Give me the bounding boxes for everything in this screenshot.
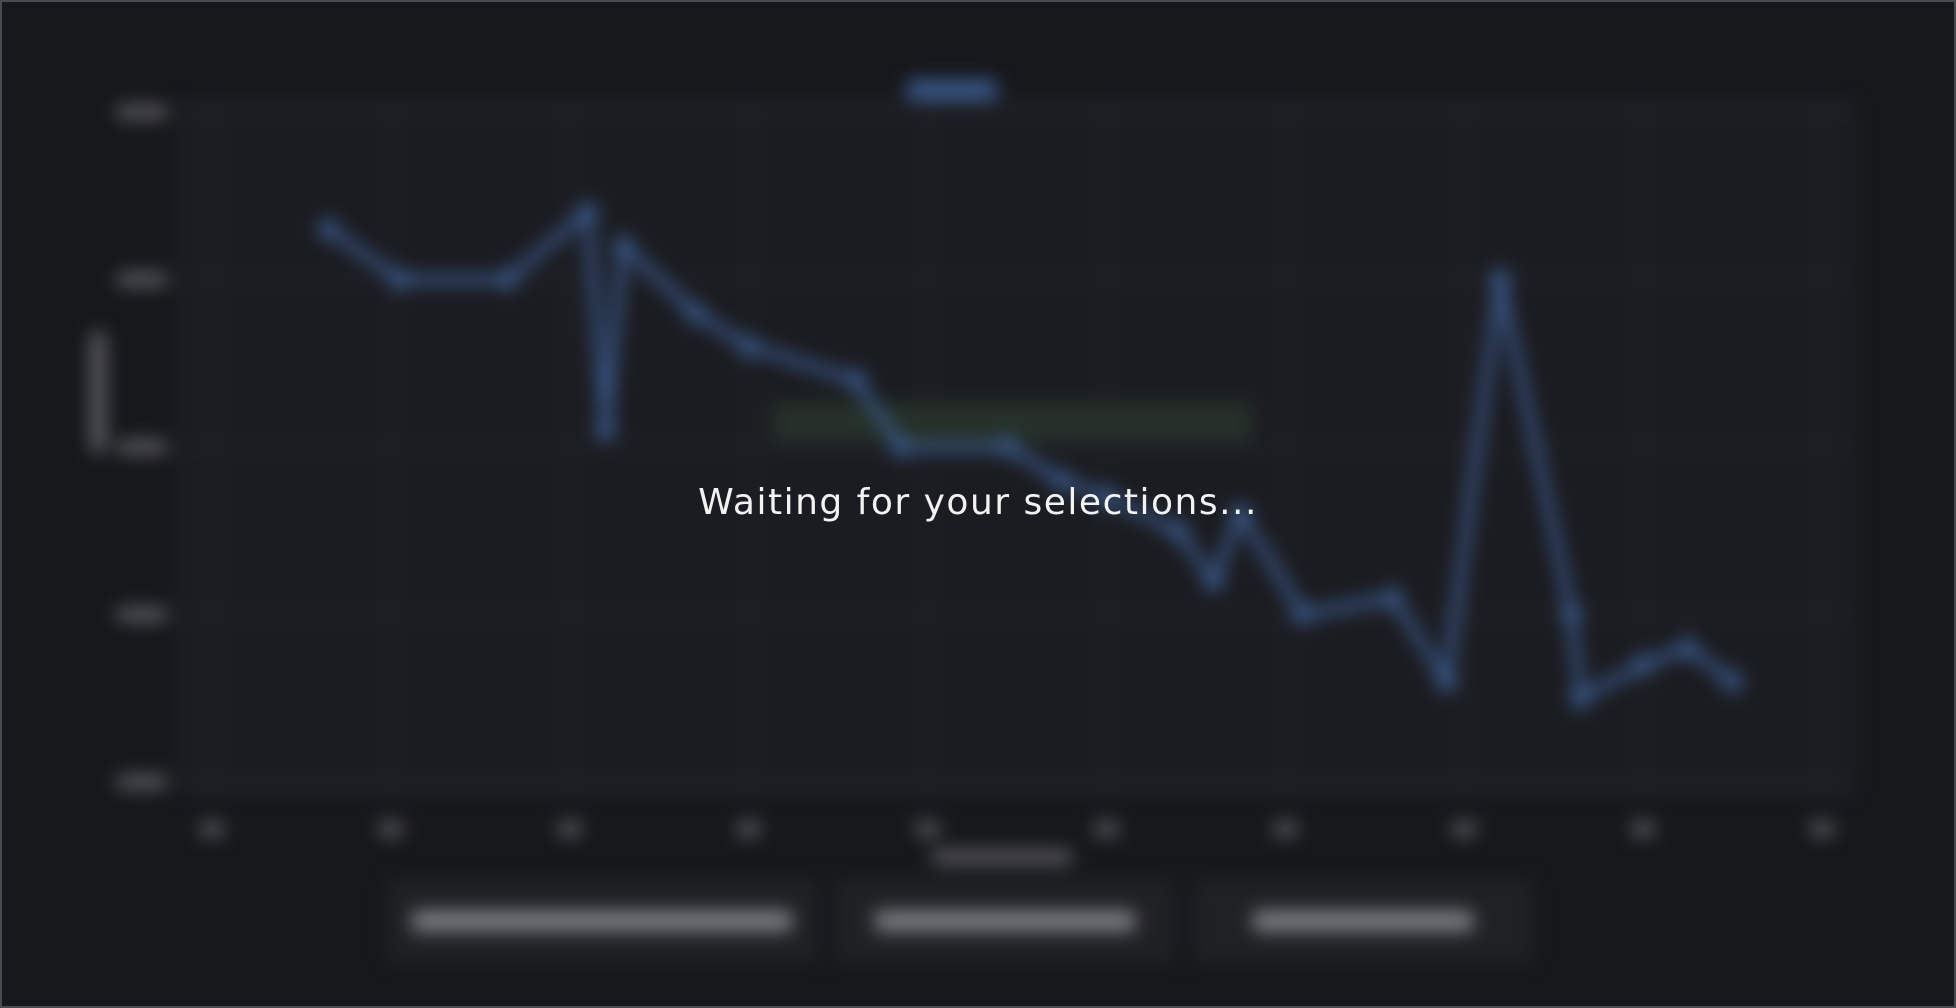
data-point <box>1490 269 1510 290</box>
data-point <box>998 437 1019 457</box>
x-tick-label <box>378 822 403 836</box>
y-tick-label <box>117 775 167 789</box>
data-point <box>595 420 616 441</box>
x-tick-label <box>915 822 940 836</box>
data-point <box>1561 604 1582 625</box>
y-tick-label <box>117 105 167 119</box>
y-axis-label <box>90 332 106 452</box>
data-point <box>1633 654 1654 675</box>
data-point <box>577 202 598 223</box>
data-point <box>1436 671 1457 692</box>
data-point <box>890 437 911 457</box>
data-point <box>1722 671 1743 692</box>
data-point <box>1570 688 1591 709</box>
data-point <box>846 370 866 390</box>
blurred-button-3 <box>1193 878 1533 964</box>
y-tick-label <box>117 607 167 622</box>
x-tick-label <box>200 822 224 836</box>
data-point <box>1230 504 1251 524</box>
x-tick-label <box>736 822 761 836</box>
data-point <box>685 303 705 323</box>
data-point <box>318 219 339 240</box>
data-point <box>1293 604 1314 625</box>
x-axis-label <box>932 850 1072 864</box>
blurred-button-1 <box>387 878 817 964</box>
x-tick-label <box>1452 822 1477 836</box>
x-tick-label <box>1810 822 1834 836</box>
data-point <box>1382 587 1403 608</box>
chart-title <box>907 80 997 100</box>
x-tick-label <box>557 822 582 836</box>
data-point <box>613 236 634 256</box>
y-tick-label <box>117 440 167 454</box>
data-point <box>1168 520 1188 541</box>
data-point <box>1051 470 1072 491</box>
data-point <box>389 269 410 290</box>
data-point <box>497 269 518 290</box>
x-tick-label <box>1631 822 1656 836</box>
blurred-button-2 <box>835 878 1175 964</box>
x-tick-label <box>1094 822 1119 836</box>
data-point <box>1677 638 1698 658</box>
waiting-message: Waiting for your selections... <box>698 482 1258 523</box>
legend-box <box>772 402 1252 442</box>
data-point <box>1096 487 1117 508</box>
data-point <box>738 336 759 357</box>
y-tick-label <box>117 272 167 287</box>
x-tick-label <box>1273 822 1298 836</box>
button-row <box>387 878 1535 964</box>
data-point <box>1203 571 1224 591</box>
